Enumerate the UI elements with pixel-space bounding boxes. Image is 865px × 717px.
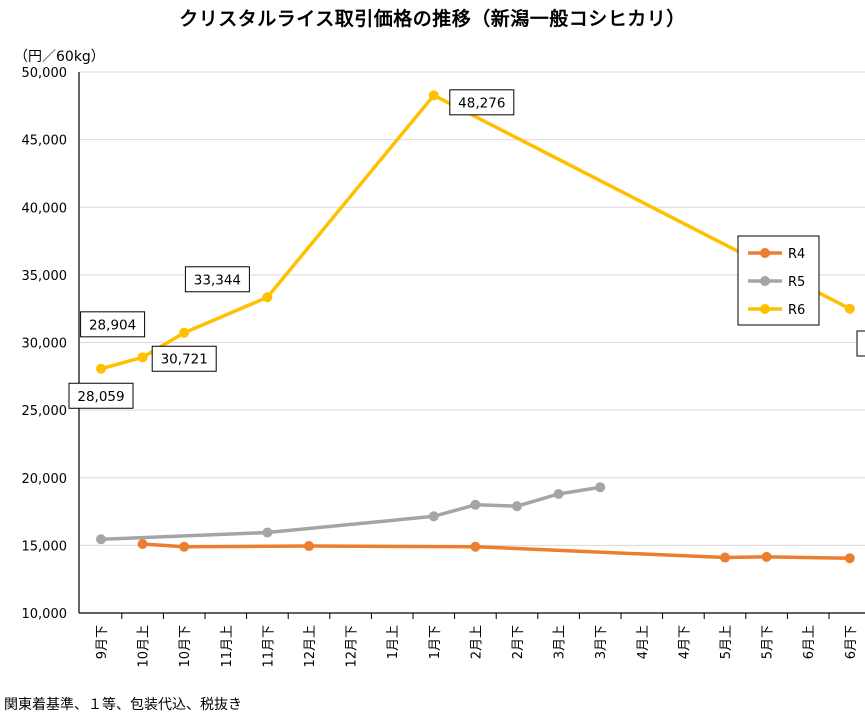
data-point-R6 bbox=[428, 90, 439, 101]
x-tick-label: 10月上 bbox=[137, 625, 152, 668]
data-point-R4 bbox=[179, 541, 190, 552]
data-point-R4 bbox=[470, 541, 481, 552]
y-tick-label: 30,000 bbox=[22, 337, 68, 352]
data-label: 48,276 bbox=[458, 95, 505, 111]
x-tick-label: 1月上 bbox=[386, 625, 401, 659]
x-tick-label: 3月上 bbox=[553, 625, 568, 659]
x-tick-label: 6月下 bbox=[844, 625, 859, 659]
data-labels: 28,059 28,904 30,721 33,344 48,276 bbox=[68, 89, 865, 409]
legend-label-R6: R6 bbox=[788, 303, 805, 318]
y-tick-label: 25,000 bbox=[22, 404, 68, 419]
data-point-R5 bbox=[470, 499, 481, 510]
axes bbox=[78, 72, 865, 619]
data-label-box bbox=[449, 89, 515, 116]
data-point-R4 bbox=[304, 541, 314, 552]
x-tick-label: 2月下 bbox=[511, 625, 526, 659]
legend-marker-R6 bbox=[760, 304, 770, 314]
legend-marker-R5 bbox=[760, 276, 770, 286]
grid-lines bbox=[79, 71, 865, 546]
x-tick-label: 3月下 bbox=[594, 625, 609, 659]
data-point-R4 bbox=[720, 552, 730, 563]
chart-title: クリスタルライス取引価格の推移（新潟一般コシヒカリ） bbox=[179, 8, 686, 30]
x-tick-label: 5月上 bbox=[719, 625, 734, 659]
y-tick-label: 20,000 bbox=[22, 472, 68, 487]
data-label: 28,904 bbox=[89, 317, 136, 333]
x-tick-label: 4月下 bbox=[677, 625, 692, 659]
x-tick-labels: 9月下 10月上 10月下 11月上 11月下 12月上 12月下 1月上 1月下 2月上 2月下 3… bbox=[95, 625, 859, 668]
x-tick-label: 2月上 bbox=[469, 625, 484, 659]
legend-label-R4: R4 bbox=[788, 247, 805, 262]
y-tick-labels: 10,000 15,000 20,000 25,000 30,000 35,000 40,0… bbox=[22, 66, 68, 622]
y-tick-label: 15,000 bbox=[22, 539, 68, 554]
data-point-R6 bbox=[262, 292, 273, 303]
data-point-R4 bbox=[761, 551, 772, 562]
legend: R4 R5 R6 bbox=[737, 235, 820, 326]
data-label-box bbox=[68, 382, 134, 409]
x-tick-label: 1月下 bbox=[428, 625, 443, 659]
legend-marker-R4 bbox=[760, 248, 770, 258]
x-tick-label: 5月下 bbox=[761, 625, 776, 659]
data-point-R6 bbox=[96, 363, 106, 374]
x-tick-label: 11月下 bbox=[261, 625, 276, 668]
data-point-R5 bbox=[553, 488, 564, 499]
x-tick-label: 12月上 bbox=[303, 625, 318, 668]
series-line-R5 bbox=[99, 485, 602, 542]
series-line-R4 bbox=[140, 542, 852, 560]
x-tick-label: 4月上 bbox=[636, 625, 651, 659]
x-tick-label: 6月上 bbox=[802, 625, 817, 659]
data-label: 30,721 bbox=[161, 352, 208, 368]
y-tick-label: 40,000 bbox=[22, 201, 68, 216]
data-label: 28,059 bbox=[77, 389, 124, 405]
data-label-box bbox=[184, 266, 250, 293]
data-point-R5 bbox=[595, 482, 606, 493]
y-axis-unit-label: （円／60kg） bbox=[14, 49, 105, 65]
data-point-R5 bbox=[428, 511, 439, 522]
data-label-box bbox=[80, 311, 146, 338]
data-point-R5 bbox=[512, 501, 522, 512]
x-tick-label: 11月上 bbox=[220, 625, 235, 668]
y-tick-label: 10,000 bbox=[22, 607, 68, 622]
footnote: 関東着基準、１等、包装代込、税抜き bbox=[4, 697, 242, 713]
data-point-R6 bbox=[179, 327, 190, 338]
data-point-R6 bbox=[137, 352, 148, 363]
x-tick-label: 12月下 bbox=[345, 625, 360, 668]
series-line-R6 bbox=[99, 93, 852, 371]
data-point-R5 bbox=[262, 527, 273, 538]
data-point-R4 bbox=[137, 539, 148, 550]
x-tick-label: 10月下 bbox=[178, 625, 193, 668]
data-point-R4 bbox=[844, 553, 855, 564]
y-tick-label: 35,000 bbox=[22, 269, 68, 284]
data-point-R5 bbox=[96, 534, 106, 545]
data-label-box bbox=[856, 330, 865, 357]
data-point-R6 bbox=[844, 303, 855, 314]
series-lines bbox=[96, 90, 855, 564]
y-tick-label: 50,000 bbox=[22, 66, 68, 81]
y-tick-label: 45,000 bbox=[22, 134, 68, 149]
x-tick-label: 9月下 bbox=[95, 625, 110, 659]
data-label-box bbox=[151, 345, 217, 372]
legend-label-R5: R5 bbox=[788, 275, 805, 290]
data-label: 33,344 bbox=[194, 272, 241, 288]
